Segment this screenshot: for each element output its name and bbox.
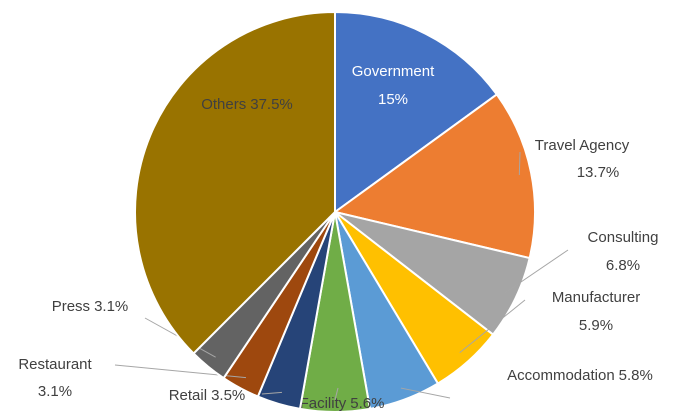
- slice-value-label: 37.5%: [250, 96, 293, 113]
- slice-value-label: 13.7%: [577, 164, 620, 181]
- slice-value-label: 5.8%: [619, 367, 653, 384]
- slice-label: Press: [52, 298, 90, 315]
- slice-value-label: 5.9%: [579, 317, 613, 334]
- slice-value-label: 3.5%: [211, 387, 245, 404]
- leader-line: [518, 151, 521, 176]
- leader-line: [261, 391, 283, 395]
- slice-label: Government: [352, 63, 435, 80]
- slice-value-label: 3.1%: [94, 298, 128, 315]
- pie-slice: [134, 10, 336, 355]
- slice-label: Retail: [169, 387, 207, 404]
- slice-label: Others: [201, 96, 246, 113]
- slice-label: Travel Agency: [535, 137, 630, 154]
- leader-line: [334, 387, 339, 401]
- slice-value-label: 6.8%: [606, 257, 640, 274]
- slice-label: Manufacturer: [552, 289, 640, 306]
- slice-label: Consulting: [588, 229, 659, 246]
- slice-label: Restaurant: [18, 356, 92, 373]
- slice-value-label: 3.1%: [38, 383, 72, 400]
- slice-label: Facility: [300, 395, 347, 412]
- pie-slice: [332, 93, 536, 260]
- pie-slice: [334, 10, 499, 214]
- leader-line: [459, 299, 526, 354]
- slice-value-label: 15%: [378, 91, 408, 108]
- slice-value-label: 5.6%: [350, 395, 384, 412]
- slice-label: Accommodation: [507, 367, 615, 384]
- leader-line: [400, 387, 451, 399]
- leader-line: [504, 249, 569, 294]
